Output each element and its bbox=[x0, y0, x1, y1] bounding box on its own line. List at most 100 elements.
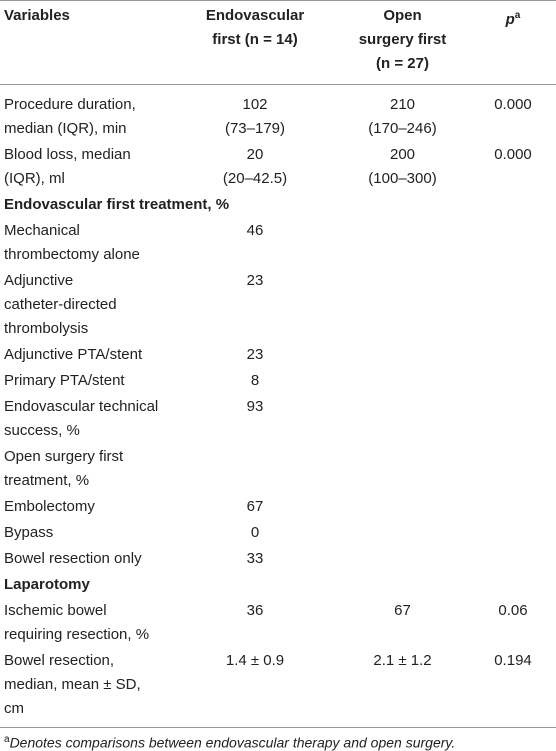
cell-line: Open bbox=[383, 7, 422, 24]
table-header: Variables Endovascular first (n = 14) Ope… bbox=[0, 0, 556, 85]
table-row: Mechanical thrombectomy alone 46 bbox=[0, 218, 556, 268]
table-cell bbox=[470, 218, 556, 268]
cell-line: 23 bbox=[246, 346, 264, 363]
cell-line: 0.000 bbox=[494, 146, 532, 163]
table-cell bbox=[335, 546, 470, 572]
table-row: Embolectomy 67 bbox=[0, 494, 556, 520]
cell-line: requiring resection, % bbox=[4, 626, 150, 643]
table-row: Ischemic bowel requiring resection, % 36 67… bbox=[0, 598, 556, 648]
table-cell: Adjunctive catheter-directed thrombolysis bbox=[0, 268, 175, 342]
table-cell: 210 (170–246) bbox=[335, 85, 470, 143]
table-cell bbox=[470, 394, 556, 444]
cell-line: 8 bbox=[250, 372, 260, 389]
cell-line: (73–179) bbox=[224, 120, 286, 137]
cell-line: 67 bbox=[246, 498, 264, 515]
table-cell: 1.4 ± 0.9 bbox=[175, 648, 335, 728]
cell-line: 0.000 bbox=[494, 96, 532, 113]
table-body: Procedure duration, median (IQR), min 102 (… bbox=[0, 85, 556, 728]
table-cell: 23 bbox=[175, 268, 335, 342]
cell-line: catheter-directed bbox=[4, 296, 117, 313]
table-row: Endovascular technical success, % 93 bbox=[0, 394, 556, 444]
table-row: Laparotomy bbox=[0, 572, 556, 598]
cell-line: 102 bbox=[242, 96, 268, 113]
section-title: Laparotomy bbox=[4, 576, 90, 593]
table-cell: Bowel resection only bbox=[0, 546, 175, 572]
table-cell: 102 (73–179) bbox=[175, 85, 335, 143]
table-cell bbox=[470, 546, 556, 572]
cell-line: Endovascular technical bbox=[4, 398, 159, 415]
cell-line: median, mean ± SD, bbox=[4, 676, 141, 693]
table-cell: 0 bbox=[175, 520, 335, 546]
table-cell bbox=[335, 218, 470, 268]
cell-line: (n = 27) bbox=[376, 55, 429, 72]
cell-line: treatment, % bbox=[4, 472, 90, 489]
table-row: Blood loss, median (IQR), ml 20 (20–42.5) 20… bbox=[0, 142, 556, 192]
table-cell: Ischemic bowel requiring resection, % bbox=[0, 598, 175, 648]
cell-line: Open surgery first bbox=[4, 448, 124, 465]
table-cell: Endovascular technical success, % bbox=[0, 394, 175, 444]
table-cell: 20 (20–42.5) bbox=[175, 142, 335, 192]
section-cell: Laparotomy bbox=[0, 572, 556, 598]
table-cell: Mechanical thrombectomy alone bbox=[0, 218, 175, 268]
cell-line: (170–246) bbox=[368, 120, 437, 137]
table-cell: 67 bbox=[335, 598, 470, 648]
cell-line: success, % bbox=[4, 422, 80, 439]
table-cell bbox=[335, 494, 470, 520]
table-cell: 93 bbox=[175, 394, 335, 444]
table-cell: 36 bbox=[175, 598, 335, 648]
cell-line: Primary PTA/stent bbox=[4, 372, 125, 389]
table-cell: Open surgery first treatment, % bbox=[0, 444, 175, 494]
data-table: Variables Endovascular first (n = 14) Ope… bbox=[0, 0, 556, 728]
table-cell: 0.000 bbox=[470, 85, 556, 143]
header-text: Variables bbox=[4, 7, 70, 24]
cell-line: 200 bbox=[389, 146, 416, 163]
table-cell: 0.000 bbox=[470, 142, 556, 192]
header-cell: Variables bbox=[0, 1, 175, 85]
table-row: Primary PTA/stent 8 bbox=[0, 368, 556, 394]
cell-line: Bowel resection, bbox=[4, 652, 115, 669]
table-cell: 2.1 ± 1.2 bbox=[335, 648, 470, 728]
table-cell: 67 bbox=[175, 494, 335, 520]
cell-line: Mechanical bbox=[4, 222, 80, 239]
cell-line: Bypass bbox=[4, 524, 54, 541]
cell-line: Embolectomy bbox=[4, 498, 95, 515]
table-row: Adjunctive PTA/stent 23 bbox=[0, 342, 556, 368]
table-cell bbox=[470, 368, 556, 394]
table-cell: 0.06 bbox=[470, 598, 556, 648]
table-cell: Adjunctive PTA/stent bbox=[0, 342, 175, 368]
cell-line: Adjunctive bbox=[4, 272, 74, 289]
table-cell bbox=[175, 444, 335, 494]
table-cell bbox=[335, 394, 470, 444]
cell-line: Adjunctive PTA/stent bbox=[4, 346, 143, 363]
section-cell: Endovascular first treatment, % bbox=[0, 192, 556, 218]
cell-line: Bowel resection only bbox=[4, 550, 142, 567]
table-row: Bypass 0 bbox=[0, 520, 556, 546]
table-cell bbox=[335, 268, 470, 342]
table-cell: 200 (100–300) bbox=[335, 142, 470, 192]
cell-line: median (IQR), min bbox=[4, 120, 127, 137]
cell-line: thrombectomy alone bbox=[4, 246, 140, 263]
cell-line: (100–300) bbox=[368, 170, 437, 187]
table-cell bbox=[470, 268, 556, 342]
table-cell: Primary PTA/stent bbox=[0, 368, 175, 394]
cell-line: 20 bbox=[246, 146, 264, 163]
table-row: Open surgery first treatment, % bbox=[0, 444, 556, 494]
header-row: Variables Endovascular first (n = 14) Ope… bbox=[0, 0, 556, 85]
cell-line: first (n = 14) bbox=[212, 31, 298, 48]
table-cell: 33 bbox=[175, 546, 335, 572]
table-cell: 23 bbox=[175, 342, 335, 368]
cell-line: 33 bbox=[246, 550, 264, 567]
table-row: Bowel resection, median, mean ± SD, cm 1.4 … bbox=[0, 648, 556, 728]
cell-line: 210 bbox=[389, 96, 416, 113]
cell-line: (IQR), ml bbox=[4, 170, 65, 187]
cell-line: Endovascular bbox=[205, 7, 305, 24]
table-cell: Bowel resection, median, mean ± SD, cm bbox=[0, 648, 175, 728]
superscript: a bbox=[514, 10, 521, 21]
table-cell bbox=[335, 444, 470, 494]
table-row: Bowel resection only 33 bbox=[0, 546, 556, 572]
cell-line: cm bbox=[4, 700, 24, 717]
table-row: Endovascular first treatment, % bbox=[0, 192, 556, 218]
cell-line: 0.194 bbox=[494, 652, 532, 669]
section-title: Endovascular first treatment, % bbox=[4, 196, 230, 213]
